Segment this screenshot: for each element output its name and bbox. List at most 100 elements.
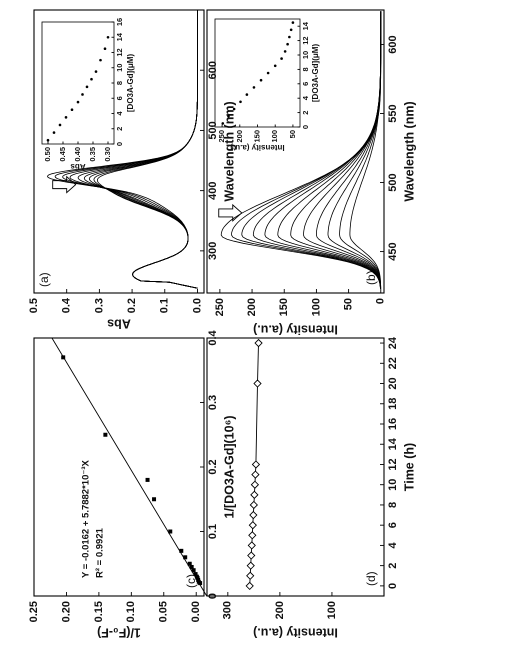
data-point <box>146 478 150 482</box>
x-tick-label: 0.3 <box>207 395 219 410</box>
x-tick-label: 16 <box>115 18 124 26</box>
y-tick-label: 0.30 <box>103 147 112 162</box>
data-point <box>247 572 254 579</box>
x-tick-label: 2 <box>115 127 124 131</box>
x-tick-label: 600 <box>387 35 399 53</box>
x-tick-label: 4 <box>301 95 310 100</box>
y-tick-label: 0.40 <box>73 147 82 162</box>
data-point <box>250 501 257 508</box>
panel-letter: (a) <box>37 272 51 287</box>
y-tick-label: 0.10 <box>125 601 137 622</box>
y-tick-label: 0.05 <box>158 601 170 622</box>
x-axis-label: Wavelength (nm) <box>402 101 416 201</box>
inset-point <box>246 93 249 96</box>
plot-frame <box>34 338 204 596</box>
data-point <box>252 461 259 468</box>
y-tick-label: 200 <box>235 130 244 143</box>
x-tick-label: 14 <box>301 21 310 30</box>
inset-x-label: [DO3A-Gd](μM) <box>126 54 135 113</box>
x-tick-label: 600 <box>207 61 219 79</box>
x-tick-label: 0 <box>387 583 399 589</box>
inset-point <box>53 131 56 134</box>
inset-point <box>286 43 289 46</box>
x-tick-label: 500 <box>387 173 399 191</box>
x-tick-label: 14 <box>115 32 124 41</box>
y-axis-label: 1/(F₀-F) <box>97 626 141 640</box>
inset-point <box>221 122 224 125</box>
y-tick-label: 0.00 <box>190 601 202 622</box>
x-tick-label: 12 <box>387 458 399 470</box>
spectrum-line <box>63 10 198 288</box>
y-tick-label: 250 <box>217 130 226 143</box>
inset-y-label: Intensity (a.u.) <box>230 143 285 152</box>
inset-point <box>81 93 84 96</box>
x-tick-label: 2 <box>301 111 310 115</box>
inset-point <box>65 116 68 119</box>
y-tick-label: 0.1 <box>159 298 171 313</box>
data-point <box>194 572 198 576</box>
x-tick-label: 24 <box>387 336 399 349</box>
data-point <box>251 481 258 488</box>
data-point <box>248 542 255 549</box>
x-tick-label: 6 <box>301 82 310 86</box>
inset-point <box>71 108 74 111</box>
y-tick-label: 100 <box>270 130 279 143</box>
inset-point <box>227 115 230 118</box>
data-point <box>252 471 259 478</box>
y-tick-label: 150 <box>252 130 261 143</box>
y-tick-label: 250 <box>214 298 226 316</box>
panel-letter: (d) <box>364 571 378 586</box>
x-tick-label: 12 <box>115 48 124 56</box>
x-tick-label: 8 <box>301 67 310 71</box>
spectrum-line <box>84 10 197 288</box>
x-tick-label: 0.2 <box>207 459 219 474</box>
x-tick-label: 16 <box>387 418 399 430</box>
y-tick-label: 0.35 <box>88 147 97 162</box>
y-tick-label: 150 <box>278 298 290 316</box>
change-arrow <box>219 205 242 221</box>
y-tick-label: 0.45 <box>58 147 67 162</box>
data-point <box>188 562 192 566</box>
x-axis-label: 1/[DO3A-Gd](10⁶) <box>222 416 236 519</box>
x-axis-label: Time (h) <box>402 443 416 491</box>
data-point <box>183 555 187 559</box>
inset-point <box>77 101 80 104</box>
y-tick-label: 0.4 <box>61 297 73 313</box>
x-tick-label: 10 <box>301 51 310 59</box>
inset-point <box>95 70 98 73</box>
inset-point <box>90 78 93 81</box>
y-tick-label: 0.5 <box>28 298 40 313</box>
inset-point <box>280 57 283 60</box>
inset-point <box>290 29 293 32</box>
data-point <box>255 340 262 347</box>
data-point <box>246 582 253 589</box>
y-tick-label: 0.20 <box>60 601 72 622</box>
y-tick-label: 100 <box>310 298 322 316</box>
y-tick-label: 0.25 <box>28 601 40 622</box>
x-tick-label: 18 <box>387 398 399 410</box>
data-point <box>254 380 261 387</box>
data-point <box>249 532 256 539</box>
data-point <box>249 522 256 529</box>
data-point <box>152 497 156 501</box>
panel-group: 3004005006000.00.10.20.30.40.5Wavelength… <box>28 10 236 331</box>
inset-point <box>239 101 242 104</box>
inset-point <box>59 124 62 127</box>
inset-point <box>253 86 256 89</box>
inset-point <box>99 59 102 62</box>
fit-equation: Y = -0.0162 + 5.7882*10⁻³X <box>81 459 92 578</box>
inset-point <box>107 36 110 39</box>
x-tick-label: 0 <box>115 142 124 146</box>
x-tick-label: 22 <box>387 357 399 369</box>
y-tick-label: 50 <box>288 130 297 138</box>
x-tick-label: 0 <box>301 125 310 129</box>
inset-point <box>292 21 295 24</box>
data-point <box>103 433 107 437</box>
x-tick-label: 6 <box>115 96 124 100</box>
spectrum-line <box>97 10 197 288</box>
inset-point <box>47 139 50 142</box>
data-point <box>168 530 172 534</box>
x-tick-label: 400 <box>207 181 219 199</box>
